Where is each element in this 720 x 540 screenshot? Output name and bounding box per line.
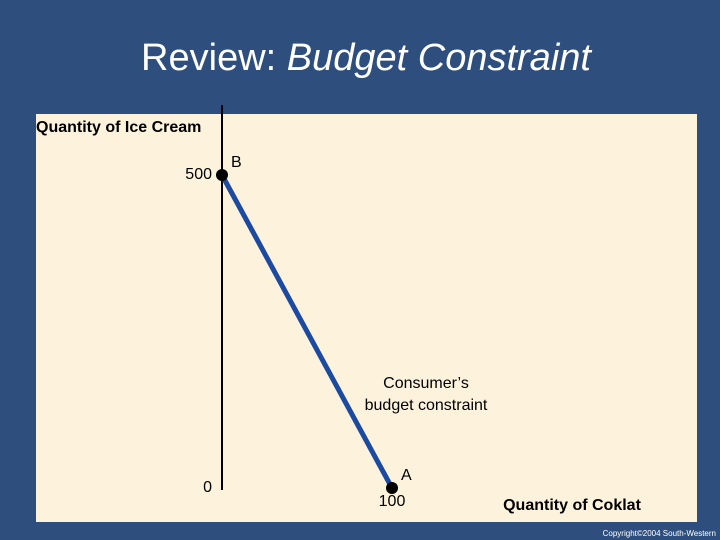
annotation: Consumer’s — [383, 375, 469, 392]
slide-title: Review: Budget Constraint — [141, 37, 592, 79]
point-marker — [216, 169, 228, 181]
annotation: budget constraint — [365, 397, 488, 414]
x-axis-label: Quantity of Coklat — [503, 497, 641, 514]
y-tick-label: 0 — [203, 479, 212, 496]
y-tick-label: 500 — [185, 166, 212, 183]
footer: Copyright©2004 South-Western — [603, 529, 716, 538]
y-axis-label: Quantity of Ice Cream — [36, 119, 201, 136]
point-marker — [386, 482, 398, 494]
point-label: B — [231, 154, 242, 171]
title-part: Budget Constraint — [287, 37, 593, 79]
chart-panel — [36, 114, 697, 522]
point-label: A — [401, 467, 412, 484]
title-part: Review: — [141, 37, 276, 79]
budget-line — [219, 173, 395, 490]
x-tick-label: 100 — [379, 493, 406, 510]
